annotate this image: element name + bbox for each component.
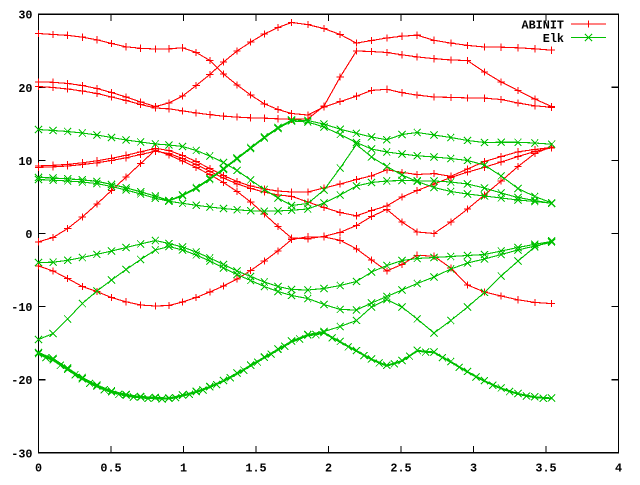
svg-text:0: 0	[35, 462, 42, 476]
svg-text:10: 10	[18, 155, 32, 169]
svg-text:4: 4	[615, 462, 622, 476]
svg-text:20: 20	[18, 82, 32, 96]
svg-text:0.5: 0.5	[100, 462, 121, 476]
svg-text:0: 0	[25, 228, 32, 242]
svg-text:3.5: 3.5	[535, 462, 556, 476]
svg-text:Elk: Elk	[543, 32, 564, 46]
svg-text:-30: -30	[11, 447, 32, 461]
svg-text:1: 1	[180, 462, 187, 476]
svg-text:3: 3	[470, 462, 477, 476]
svg-text:2.5: 2.5	[390, 462, 411, 476]
svg-text:1.5: 1.5	[245, 462, 266, 476]
svg-text:30: 30	[18, 9, 32, 23]
svg-text:2: 2	[325, 462, 332, 476]
svg-text:ABINIT: ABINIT	[522, 19, 564, 33]
svg-text:-20: -20	[11, 374, 32, 388]
svg-text:-10: -10	[11, 301, 32, 315]
